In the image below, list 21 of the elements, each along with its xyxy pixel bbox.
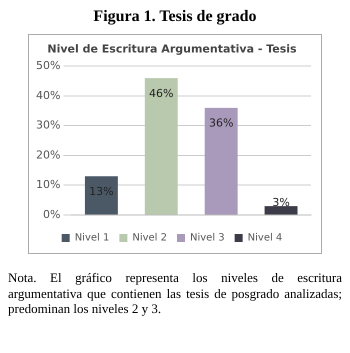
legend-label: Nivel 2 bbox=[132, 232, 168, 244]
data-label: 3% bbox=[272, 196, 290, 209]
legend-label: Nivel 4 bbox=[248, 232, 282, 244]
y-tick-label: 50% bbox=[36, 59, 60, 72]
text: Nota. El gráfico representa los niveles de escritura argumentativa que contienen las tesis de posgrado analizadas; predominan los niveles 2 y 3. bbox=[8, 270, 342, 317]
legend-label: Nivel 3 bbox=[190, 232, 225, 244]
y-tick-label: 30% bbox=[36, 118, 60, 132]
chart-title: Nivel de Escritura Argumentativa - Tesis bbox=[47, 42, 298, 56]
y-tick-label: 40% bbox=[36, 88, 60, 102]
bar bbox=[264, 206, 298, 214]
y-tick-label: 10% bbox=[36, 178, 60, 192]
y-tick-label: 0% bbox=[42, 208, 60, 221]
bar bbox=[144, 78, 178, 214]
y-tick-label: 20% bbox=[36, 148, 60, 162]
bar bbox=[204, 108, 238, 214]
data-label: 36% bbox=[208, 116, 234, 130]
data-label: 46% bbox=[149, 86, 174, 100]
data-label: 13% bbox=[89, 185, 114, 198]
legend-label: Nivel 1 bbox=[74, 232, 110, 244]
bar bbox=[84, 176, 118, 214]
text: Figura 1. Tesis de grado bbox=[92, 8, 258, 26]
